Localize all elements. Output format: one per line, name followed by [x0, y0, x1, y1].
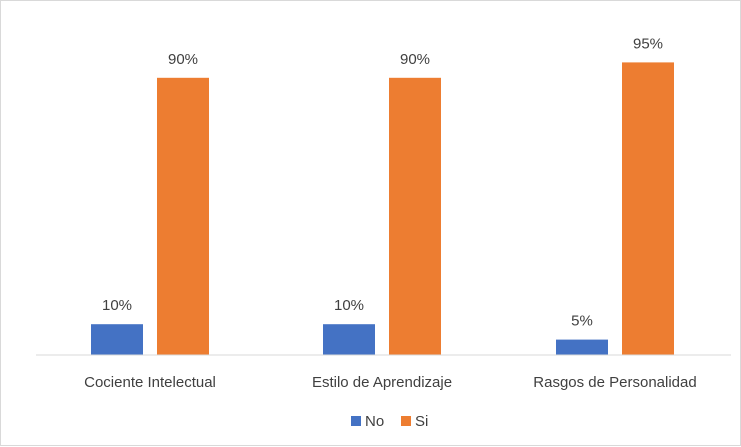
data-label-no-2: 10%: [334, 297, 364, 314]
bar-si-1: [157, 77, 209, 356]
legend-label-no: No: [365, 413, 384, 430]
bar-no-2: [323, 324, 375, 355]
data-label-si-1: 90%: [168, 51, 198, 68]
legend-swatch-no: [351, 416, 361, 426]
legend: No Si: [351, 413, 428, 430]
data-label-si-2: 90%: [400, 51, 430, 68]
category-labels-group: Cociente Intelectual Estilo de Aprendizaj…: [84, 374, 697, 391]
bar-no-3: [556, 339, 608, 355]
data-label-si-3: 95%: [633, 35, 663, 52]
legend-swatch-si: [401, 416, 411, 426]
bars-group: [91, 62, 674, 356]
category-label-3: Rasgos de Personalidad: [533, 374, 696, 391]
bar-si-3: [622, 62, 674, 356]
category-label-1: Cociente Intelectual: [84, 374, 216, 391]
bar-no-1: [91, 324, 143, 355]
data-labels-group: 10% 90% 10% 90% 5% 95%: [102, 35, 663, 329]
category-label-2: Estilo de Aprendizaje: [312, 374, 452, 391]
bar-si-2: [389, 77, 441, 356]
data-label-no-1: 10%: [102, 297, 132, 314]
legend-label-si: Si: [415, 413, 428, 430]
data-label-no-3: 5%: [571, 313, 593, 330]
